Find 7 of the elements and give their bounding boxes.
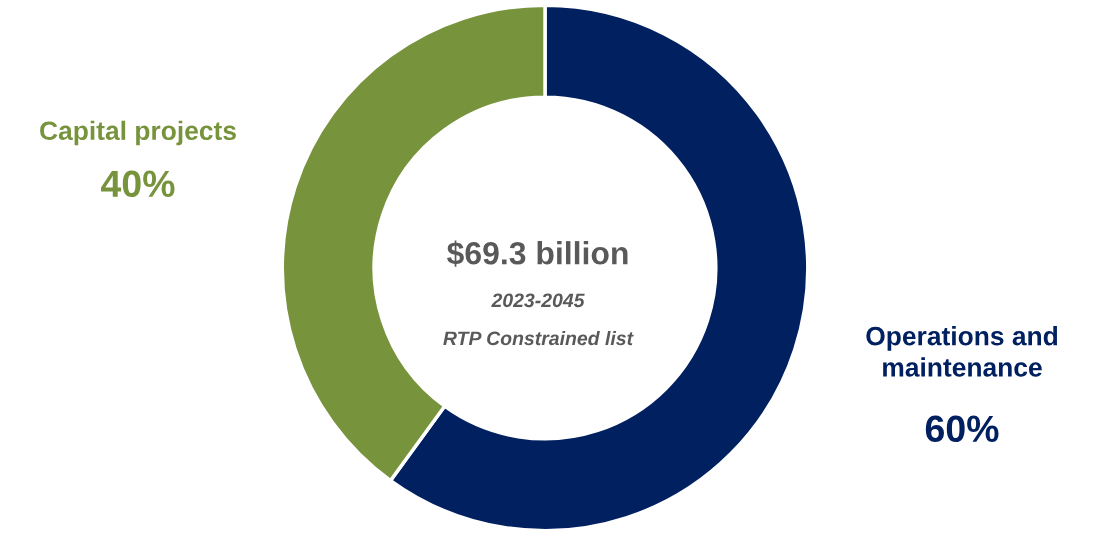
slice-label: Capital projects <box>40 120 236 146</box>
text: 2023-2045 <box>491 293 585 308</box>
text: RTP Constrained list <box>443 330 634 346</box>
slice-label: Operations and maintenance <box>866 326 1058 377</box>
data-label: 40% <box>101 170 175 198</box>
text: $69.3 billion <box>447 240 628 267</box>
data-label: 60% <box>925 415 999 443</box>
